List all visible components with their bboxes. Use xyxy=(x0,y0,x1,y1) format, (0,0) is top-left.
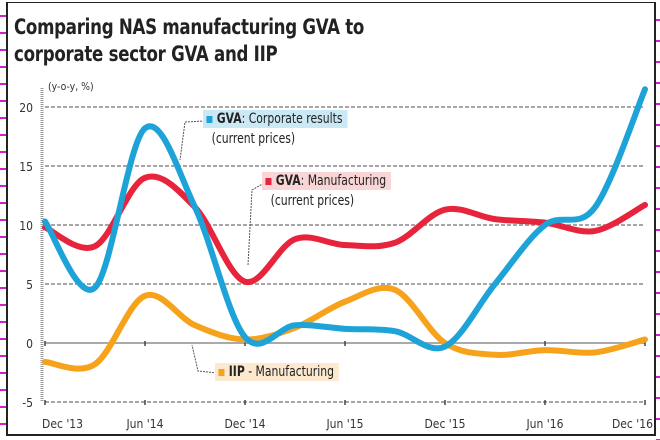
legend-swatch-iip xyxy=(218,368,225,376)
legend-label-text: - Manufacturing xyxy=(244,364,334,380)
x-tick-label: Jun '15 xyxy=(326,417,364,431)
page-edge-ruler-right xyxy=(656,0,660,440)
legend-connectors xyxy=(179,120,265,374)
x-tick-label: Jun '14 xyxy=(126,417,164,431)
legend-swatch-manufacturing xyxy=(265,177,272,185)
chart-title: Comparing NAS manufacturing GVA to corpo… xyxy=(14,14,364,68)
y-tick-label: 5 xyxy=(26,278,33,292)
legend-label-sub: (current prices) xyxy=(270,193,355,209)
y-tick-label: -5 xyxy=(22,396,33,410)
x-tick-label: Jun '16 xyxy=(526,417,564,431)
legend-corporate-results: GVA: Corporate results (current prices) xyxy=(203,110,348,147)
x-tick-label: Dec '13 xyxy=(42,417,83,431)
y-tick-label: 0 xyxy=(26,337,33,351)
y-tick-label: 20 xyxy=(19,101,33,115)
y-axis-unit-label: (y-o-y, %) xyxy=(48,80,94,93)
y-tick-label: 15 xyxy=(19,160,33,174)
legend-label-bold: IIP xyxy=(228,364,245,380)
legend-label-bold: GVA xyxy=(216,111,242,127)
y-tick-labels: 20 15 10 5 0 -5 xyxy=(19,101,33,410)
legend-label-sub: (current prices) xyxy=(211,131,296,147)
series-line-2 xyxy=(42,284,648,372)
page-edge-ruler-left xyxy=(0,0,6,440)
x-tick-label: Dec '15 xyxy=(424,417,465,431)
legend-manufacturing-gva: GVA: Manufacturing (current prices) xyxy=(262,172,392,209)
legend-swatch-corporate xyxy=(206,115,213,123)
legend-label-text: : Corporate results xyxy=(241,111,343,127)
chart-title-line-2: corporate sector GVA and IIP xyxy=(14,42,278,66)
legend-label-bold: GVA xyxy=(275,173,301,189)
connector-iip xyxy=(191,344,218,374)
chart-title-line-1: Comparing NAS manufacturing GVA to xyxy=(14,15,365,39)
series-lines xyxy=(42,86,648,372)
connector-manufacturing xyxy=(247,182,265,266)
y-tick-label: 10 xyxy=(19,219,33,233)
x-tick-labels: Dec '13 Jun '14 Dec '14 Jun '15 Dec '15 Jun '… xyxy=(42,341,653,431)
connector-corporate xyxy=(179,120,206,161)
legend-label-text: : Manufacturing xyxy=(300,173,387,189)
legend-iip-manufacturing: IIP - Manufacturing xyxy=(215,363,340,381)
x-tick-label: Dec '14 xyxy=(224,417,265,431)
x-tick-label: Dec '16 xyxy=(612,417,653,431)
series-line-0 xyxy=(42,86,648,352)
